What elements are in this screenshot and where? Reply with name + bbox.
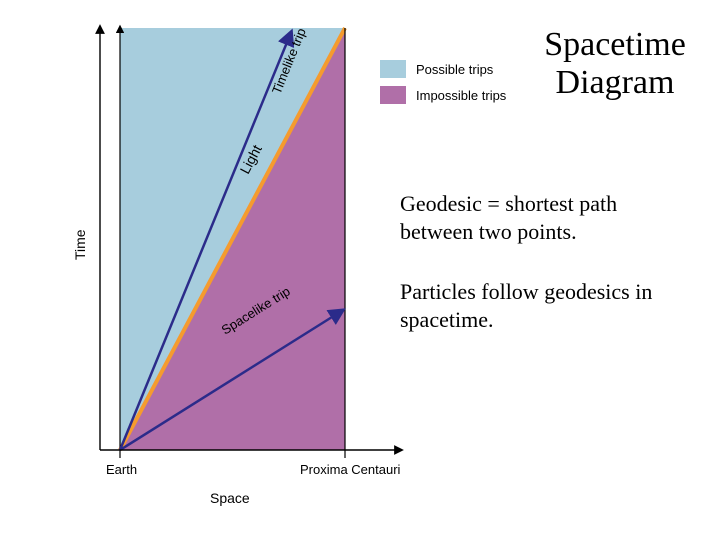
legend-swatch-impossible xyxy=(380,86,406,104)
legend-label-impossible: Impossible trips xyxy=(416,88,506,103)
proxima-label: Proxima Centauri xyxy=(300,462,400,477)
legend: Possible trips Impossible trips xyxy=(380,60,506,112)
legend-swatch-possible xyxy=(380,60,406,78)
legend-label-possible: Possible trips xyxy=(416,62,493,77)
title-line2: Diagram xyxy=(515,64,715,102)
page-title: Spacetime Diagram xyxy=(515,26,715,102)
legend-row-impossible: Impossible trips xyxy=(380,86,506,104)
x-axis-label: Space xyxy=(210,490,250,506)
y-axis-label: Time xyxy=(72,229,88,260)
earth-label: Earth xyxy=(106,462,137,477)
title-line1: Spacetime xyxy=(515,26,715,64)
definition-text: Geodesic = shortest path between two poi… xyxy=(400,190,692,245)
legend-row-possible: Possible trips xyxy=(380,60,506,78)
principle-text: Particles follow geodesics in spacetime. xyxy=(400,278,692,333)
